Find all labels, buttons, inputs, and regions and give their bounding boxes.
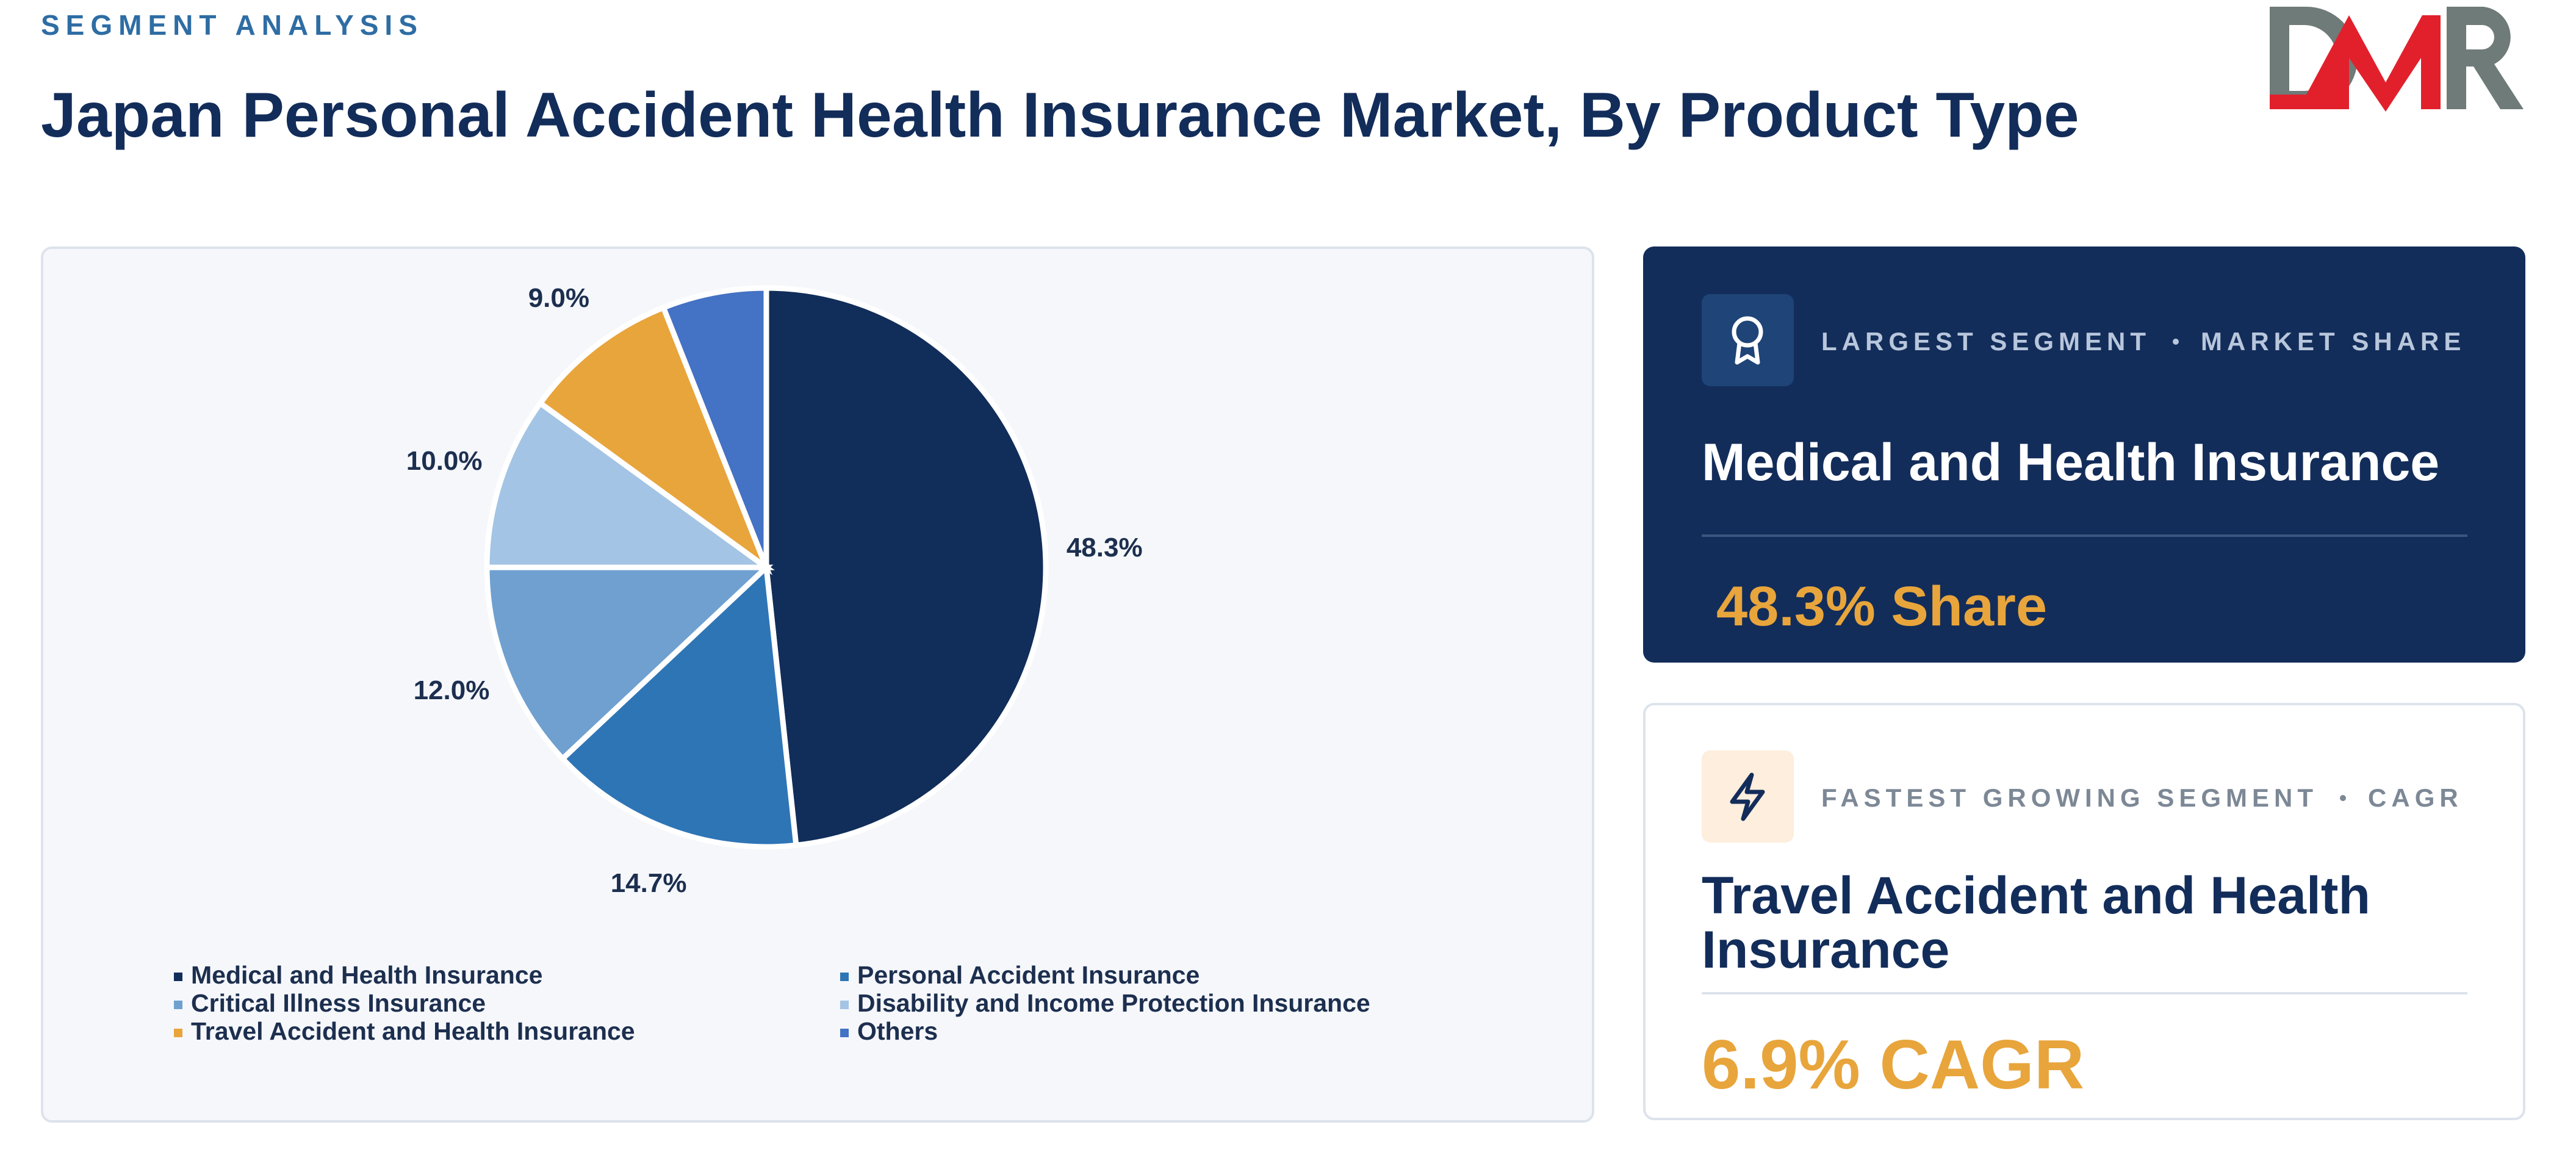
pie-slice — [763, 285, 1049, 849]
legend-marker — [840, 973, 849, 981]
legend-marker — [174, 1001, 182, 1009]
icon-box — [1702, 294, 1794, 386]
separator — [2173, 339, 2179, 345]
pie-slice — [484, 564, 774, 763]
legend-marker — [174, 1029, 182, 1037]
legend-marker — [840, 1001, 849, 1009]
pie-slice — [536, 304, 772, 575]
legend-marker — [840, 1029, 849, 1037]
segment-name: Travel Accident and Health Insurance — [1702, 866, 2371, 979]
slice-label: 10.0% — [406, 446, 483, 476]
logo — [2270, 7, 2524, 112]
divider — [1702, 992, 2467, 995]
pie-slice — [484, 399, 775, 570]
legend-label: Disability and Income Protection Insuran… — [857, 989, 1370, 1017]
bolt-icon — [1730, 772, 1765, 821]
divider — [1702, 534, 2467, 537]
card-label: LARGEST SEGMENT — [1821, 327, 2151, 356]
slice-label: 48.3% — [1067, 533, 1143, 563]
logo-m — [2270, 15, 2441, 112]
chart: 48.3%14.7%12.0%10.0%9.0%6.0%Medical and … — [174, 218, 1370, 1045]
slice-label: 12.0% — [414, 675, 490, 705]
segment-name: Medical and Health Insurance — [1702, 433, 2440, 492]
cagr-value: 6.9% CAGR — [1702, 1026, 2085, 1104]
slice-label: 14.7% — [611, 868, 687, 898]
legend-label: Travel Accident and Health Insurance — [191, 1017, 635, 1045]
legend-label: Critical Illness Insurance — [191, 989, 486, 1017]
fastest-segment-card: FASTEST GROWING SEGMENT CAGR Travel Accid… — [1643, 703, 2525, 1120]
legend-label: Others — [857, 1017, 938, 1045]
card-label: FASTEST GROWING SEGMENT — [1821, 783, 2319, 812]
icon-box — [1702, 750, 1794, 843]
share-value: 48.3% Share — [1716, 575, 2048, 638]
card-metric: MARKET SHARE — [2201, 327, 2466, 356]
logo-r — [2447, 7, 2524, 109]
pie-slice — [558, 561, 799, 850]
legend-label: Personal Accident Insurance — [857, 961, 1200, 989]
legend-marker — [174, 973, 182, 981]
pie-slice — [660, 285, 769, 569]
kicker: SEGMENT ANALYSIS — [41, 9, 423, 41]
chart-card: 48.3%14.7%12.0%10.0%9.0%6.0%Medical and … — [41, 218, 1594, 1123]
award-icon — [1732, 316, 1763, 365]
separator — [2340, 795, 2347, 801]
page-title: Japan Personal Accident Health Insurance… — [41, 80, 2079, 151]
legend-label: Medical and Health Insurance — [191, 961, 542, 989]
largest-segment-card: LARGEST SEGMENT MARKET SHARE Medical and … — [1643, 246, 2525, 663]
card-metric: CAGR — [2368, 783, 2463, 812]
slice-label: 9.0% — [528, 283, 589, 313]
